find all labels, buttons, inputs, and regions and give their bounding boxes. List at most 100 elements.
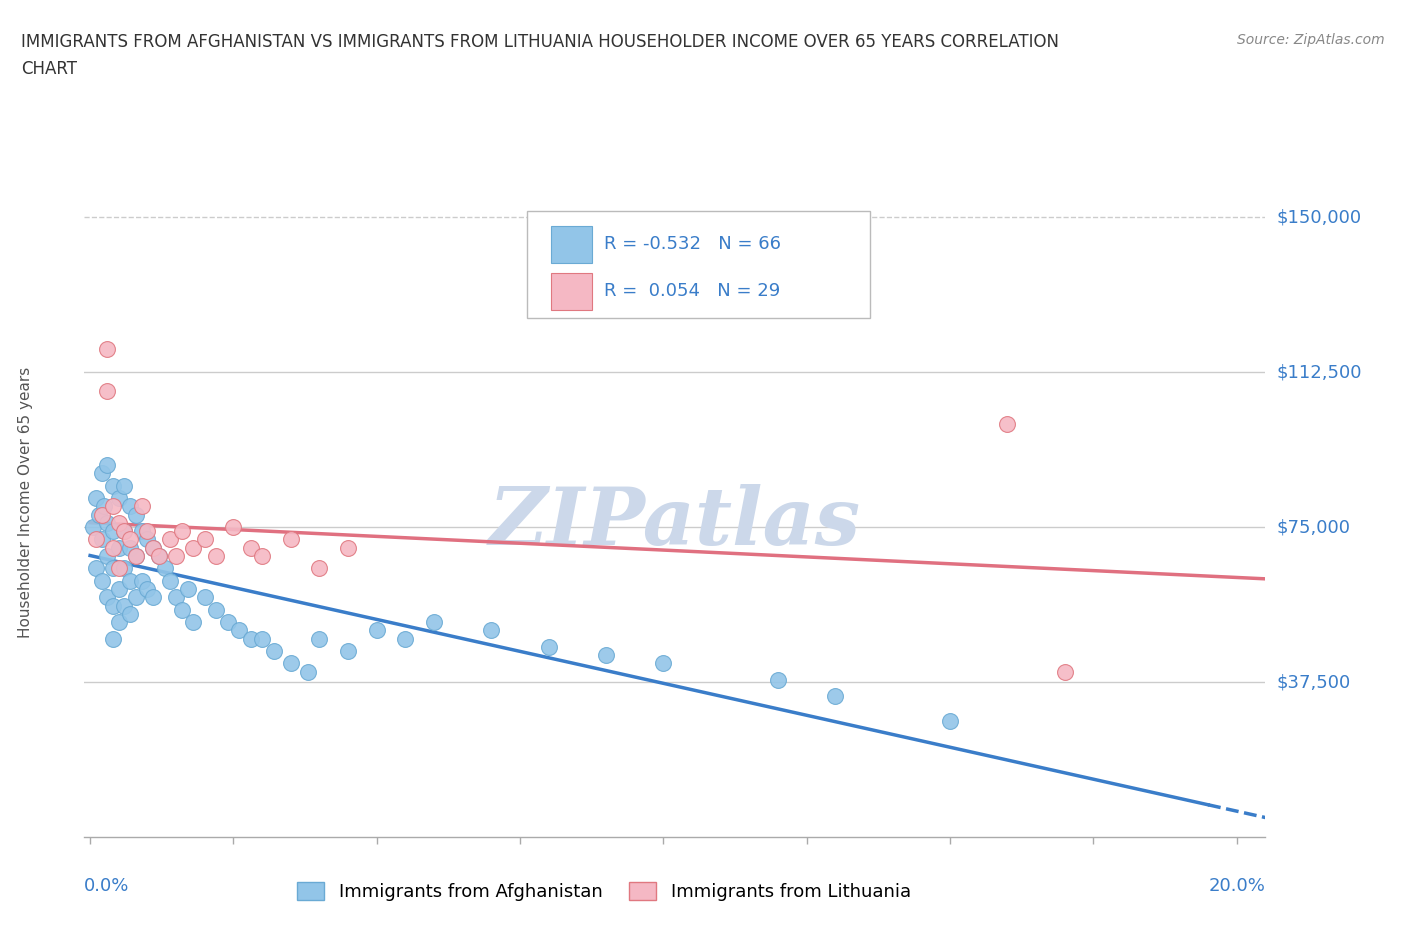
Point: [217, 615, 239, 630]
Point: [308, 631, 330, 646]
Point: [337, 644, 360, 658]
Point: [96, 342, 118, 357]
Point: [1053, 664, 1076, 679]
Point: [280, 656, 302, 671]
Point: [142, 590, 165, 604]
Point: [153, 561, 176, 576]
Point: [366, 623, 388, 638]
Point: [170, 603, 193, 618]
Point: [131, 573, 153, 588]
Point: [159, 532, 181, 547]
Point: [228, 623, 250, 638]
Point: [939, 714, 962, 729]
Point: [337, 540, 360, 555]
Point: [84, 532, 107, 547]
Point: [394, 631, 416, 646]
Point: [101, 561, 124, 576]
Point: [194, 590, 217, 604]
Point: [87, 507, 110, 522]
Point: [107, 491, 129, 506]
Point: [90, 466, 112, 481]
Point: [205, 549, 228, 564]
Text: $75,000: $75,000: [1277, 518, 1351, 536]
Point: [107, 581, 129, 596]
Text: R = -0.532   N = 66: R = -0.532 N = 66: [605, 235, 780, 253]
Point: [537, 640, 560, 655]
Point: [595, 647, 617, 662]
Point: [114, 478, 136, 493]
Text: Householder Income Over 65 years: Householder Income Over 65 years: [18, 366, 32, 638]
Point: [165, 549, 187, 564]
Point: [114, 524, 136, 538]
Point: [131, 498, 153, 513]
Point: [250, 631, 273, 646]
Text: ZIPatlas: ZIPatlas: [489, 484, 860, 561]
Point: [165, 590, 187, 604]
FancyBboxPatch shape: [527, 211, 870, 318]
Point: [997, 417, 1019, 432]
Point: [308, 561, 330, 576]
Point: [423, 615, 446, 630]
Legend: Immigrants from Afghanistan, Immigrants from Lithuania: Immigrants from Afghanistan, Immigrants …: [290, 874, 918, 909]
Point: [96, 549, 118, 564]
Point: [96, 590, 118, 604]
Point: [824, 689, 846, 704]
Point: [107, 540, 129, 555]
Point: [114, 524, 136, 538]
Text: 0.0%: 0.0%: [84, 877, 129, 896]
Point: [131, 524, 153, 538]
Point: [96, 515, 118, 530]
Point: [280, 532, 302, 547]
Point: [107, 515, 129, 530]
Point: [120, 573, 142, 588]
Text: R =  0.054   N = 29: R = 0.054 N = 29: [605, 283, 780, 300]
Text: 20.0%: 20.0%: [1209, 877, 1265, 896]
Point: [114, 598, 136, 613]
Point: [263, 644, 285, 658]
Point: [194, 532, 217, 547]
Point: [652, 656, 675, 671]
Text: Source: ZipAtlas.com: Source: ZipAtlas.com: [1237, 33, 1385, 46]
Point: [90, 532, 112, 547]
Point: [125, 507, 148, 522]
Point: [107, 615, 129, 630]
Point: [159, 573, 181, 588]
Point: [120, 606, 142, 621]
Point: [96, 458, 118, 472]
Point: [481, 623, 503, 638]
Point: [114, 561, 136, 576]
Text: CHART: CHART: [21, 60, 77, 78]
Point: [239, 631, 262, 646]
Point: [239, 540, 262, 555]
Point: [176, 581, 198, 596]
Point: [250, 549, 273, 564]
Point: [136, 524, 159, 538]
Point: [222, 520, 245, 535]
Point: [101, 524, 124, 538]
Point: [181, 615, 204, 630]
Point: [120, 498, 142, 513]
Point: [107, 561, 129, 576]
Point: [297, 664, 319, 679]
Point: [101, 478, 124, 493]
Point: [84, 491, 107, 506]
Point: [84, 561, 107, 576]
Text: $37,500: $37,500: [1277, 673, 1351, 691]
Point: [82, 520, 104, 535]
Point: [90, 507, 112, 522]
Point: [148, 549, 170, 564]
Point: [142, 540, 165, 555]
Point: [142, 540, 165, 555]
Text: $112,500: $112,500: [1277, 363, 1362, 381]
Text: $150,000: $150,000: [1277, 208, 1361, 226]
FancyBboxPatch shape: [551, 272, 592, 310]
Point: [125, 549, 148, 564]
Point: [136, 532, 159, 547]
Point: [205, 603, 228, 618]
Point: [148, 549, 170, 564]
Point: [136, 581, 159, 596]
Point: [170, 524, 193, 538]
Text: IMMIGRANTS FROM AFGHANISTAN VS IMMIGRANTS FROM LITHUANIA HOUSEHOLDER INCOME OVER: IMMIGRANTS FROM AFGHANISTAN VS IMMIGRANT…: [21, 33, 1059, 50]
Point: [120, 532, 142, 547]
Point: [125, 549, 148, 564]
